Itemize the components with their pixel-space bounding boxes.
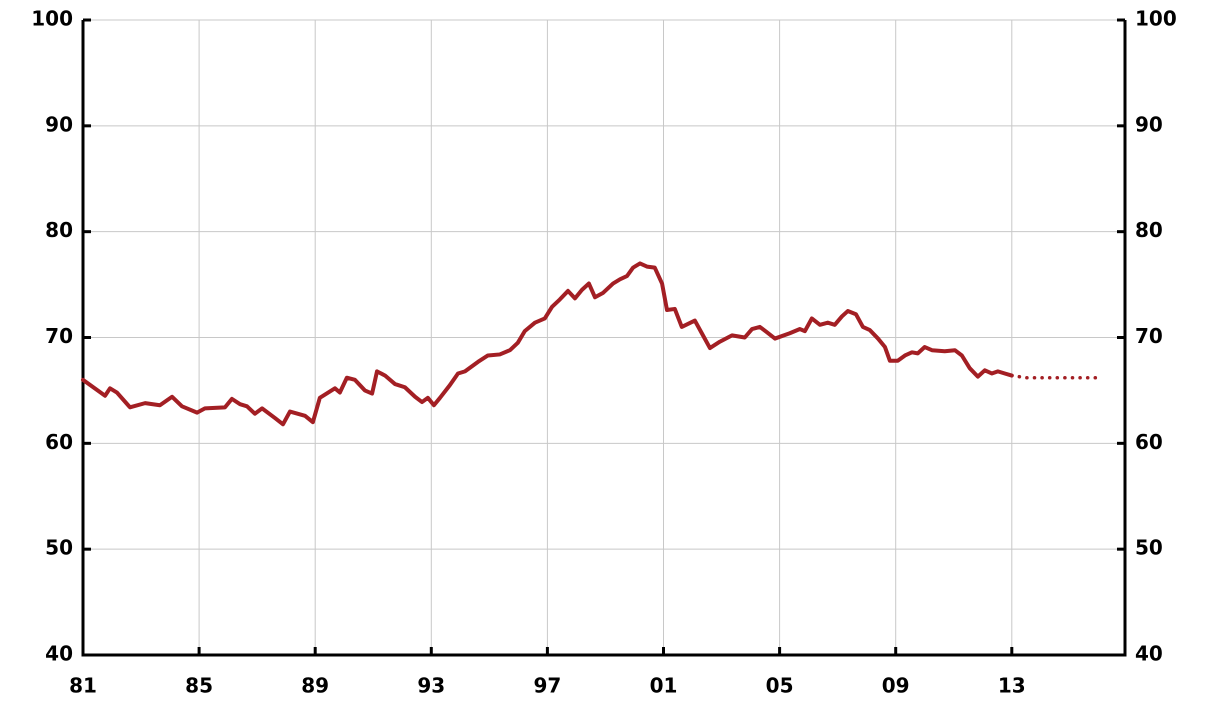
- x-tick-label: 81: [69, 674, 97, 698]
- x-tick-label: 01: [650, 674, 678, 698]
- x-tick-label: 09: [882, 674, 910, 698]
- x-tick-label: 97: [533, 674, 561, 698]
- y2-tick-label: 70: [1135, 324, 1163, 348]
- y-tick-label: 70: [45, 324, 73, 348]
- y-tick-label: 50: [45, 536, 73, 560]
- y2-tick-label: 80: [1135, 218, 1163, 242]
- y-tick-label: 40: [45, 642, 73, 666]
- x-tick-label: 89: [301, 674, 329, 698]
- y-tick-label: 80: [45, 218, 73, 242]
- y-tick-label: 60: [45, 430, 73, 454]
- y-tick-label: 90: [45, 112, 73, 136]
- forecast-line: [1010, 373, 1101, 380]
- y2-tick-label: 50: [1135, 536, 1163, 560]
- x-tick-label: 05: [766, 674, 794, 698]
- y-tick-label: 100: [31, 7, 73, 31]
- x-tick-label: 85: [185, 674, 213, 698]
- data-line: [81, 261, 1014, 427]
- y2-tick-label: 100: [1135, 7, 1177, 31]
- x-tick-label: 13: [998, 674, 1026, 698]
- x-tick-label: 93: [417, 674, 445, 698]
- y2-tick-label: 90: [1135, 112, 1163, 136]
- y2-tick-label: 60: [1135, 430, 1163, 454]
- y2-tick-label: 40: [1135, 642, 1163, 666]
